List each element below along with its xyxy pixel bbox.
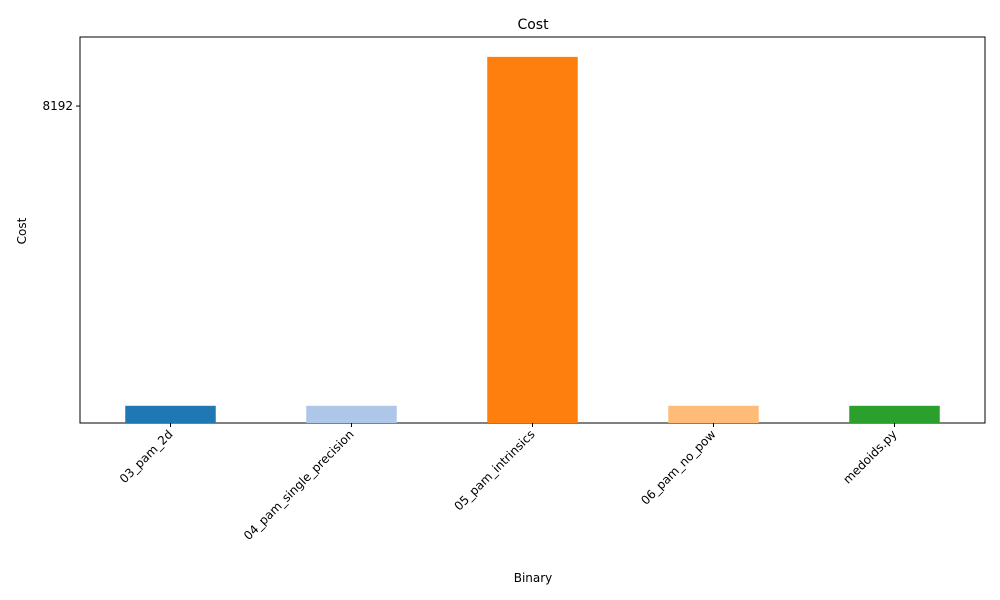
y-axis-title: Cost bbox=[15, 217, 29, 244]
x-tick-label: medoids.py bbox=[840, 427, 899, 486]
bar-medoids-py bbox=[849, 405, 940, 423]
x-tick-label: 05_pam_intrinsics bbox=[451, 427, 537, 513]
x-axis-title: Binary bbox=[514, 571, 553, 585]
y-tick-label: 8192 bbox=[42, 99, 73, 113]
x-tick-label: 03_pam_2d bbox=[117, 427, 176, 486]
bars-group bbox=[125, 56, 940, 424]
bar-06-pam-no-pow bbox=[668, 405, 759, 423]
y-axis-ticks: 8192 bbox=[42, 99, 80, 113]
x-tick-label: 06_pam_no_pow bbox=[638, 427, 718, 507]
x-axis-ticks: 03_pam_2d 04_pam_single_precision 05_pam_i… bbox=[117, 423, 900, 543]
bar-05-pam-intrinsics bbox=[487, 56, 578, 424]
chart-title: Cost bbox=[517, 17, 549, 33]
bar-03-pam-2d bbox=[125, 405, 216, 423]
x-tick-label: 04_pam_single_precision bbox=[241, 427, 357, 543]
bar-04-pam-single-precision bbox=[306, 405, 397, 423]
